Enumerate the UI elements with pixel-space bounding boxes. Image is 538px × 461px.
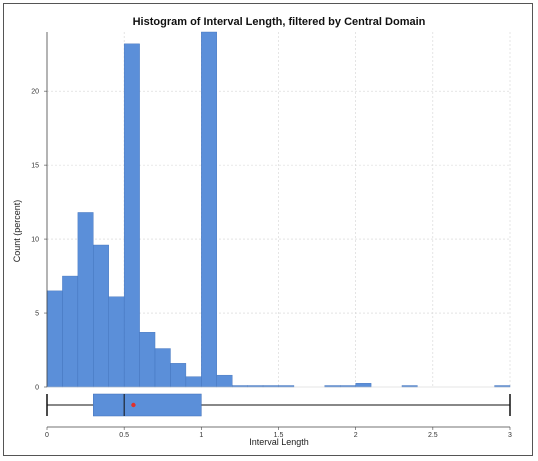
boxplot-box [93,393,202,417]
x-tick-label: 2.5 [428,432,438,439]
histogram-bar-10 [201,31,217,388]
y-tick-label: 15 [31,163,39,170]
y-tick-label: 20 [31,89,39,96]
boxplot-mean-marker [131,402,136,408]
histogram-bar-6 [139,332,156,388]
chart-title: Histogram of Interval Length, filtered b… [133,16,426,28]
x-tick-label: 0.5 [119,432,129,439]
histogram-bar-3 [93,244,109,388]
ticks: 0 5 10 15 20 0 0.5 1 1.5 2 2.5 3 [31,89,512,439]
y-tick-label: 0 [35,385,39,392]
histogram-bar-5 [123,43,140,388]
y-tick-label: 5 [35,311,39,318]
histogram-bar-0 [46,290,63,388]
histogram-bar-18 [355,383,372,388]
histogram-bar-7 [154,348,171,388]
x-tick-label: 1 [199,432,203,439]
x-tick-label: 0 [45,432,49,439]
histogram-bar-1 [62,275,79,388]
boxplot [46,393,511,417]
bars [46,31,511,388]
histogram-bar-2 [77,212,94,388]
x-tick-label: 2 [354,432,358,439]
histogram-bar-4 [108,296,125,388]
x-tick-label: 3 [508,432,512,439]
histogram-bar-11 [216,374,233,388]
histogram-bar-8 [170,363,187,388]
x-tick-label: 1.5 [274,432,284,439]
histogram-bar-9 [185,376,202,388]
y-tick-label: 10 [31,237,39,244]
x-axis-label: Interval Length [249,437,309,447]
y-axis-label: Count (percent) [12,200,22,263]
